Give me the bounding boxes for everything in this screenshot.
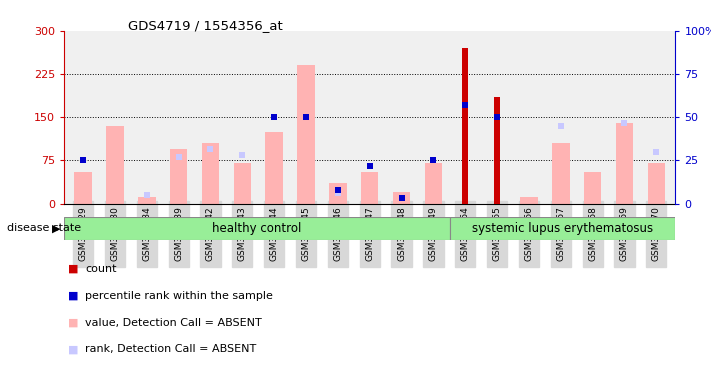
Bar — [202, 143, 219, 204]
Text: disease state: disease state — [7, 223, 81, 233]
Bar — [297, 65, 315, 204]
Bar — [234, 163, 251, 204]
Text: systemic lupus erythematosus: systemic lupus erythematosus — [472, 222, 653, 235]
Text: healthy control: healthy control — [213, 222, 301, 235]
Text: ■: ■ — [68, 291, 78, 301]
Text: rank, Detection Call = ABSENT: rank, Detection Call = ABSENT — [85, 344, 257, 354]
Bar — [552, 143, 570, 204]
Bar — [138, 197, 156, 204]
Bar — [616, 123, 634, 204]
Bar — [106, 126, 124, 204]
Bar — [424, 163, 442, 204]
Bar — [329, 184, 347, 204]
Bar — [520, 197, 538, 204]
Bar — [450, 217, 675, 240]
Bar — [462, 48, 469, 204]
Text: ■: ■ — [68, 318, 78, 328]
Text: ■: ■ — [68, 344, 78, 354]
Text: value, Detection Call = ABSENT: value, Detection Call = ABSENT — [85, 318, 262, 328]
Bar — [361, 172, 378, 204]
Bar — [170, 149, 188, 204]
Text: percentile rank within the sample: percentile rank within the sample — [85, 291, 273, 301]
Text: GDS4719 / 1554356_at: GDS4719 / 1554356_at — [128, 19, 283, 32]
Bar — [75, 172, 92, 204]
Bar — [64, 217, 450, 240]
Bar — [265, 131, 283, 204]
Text: ■: ■ — [68, 264, 78, 274]
Bar — [494, 97, 501, 204]
Bar — [584, 172, 602, 204]
Bar — [392, 192, 410, 204]
Text: ▶: ▶ — [52, 223, 60, 233]
Bar — [648, 163, 665, 204]
Text: count: count — [85, 264, 117, 274]
